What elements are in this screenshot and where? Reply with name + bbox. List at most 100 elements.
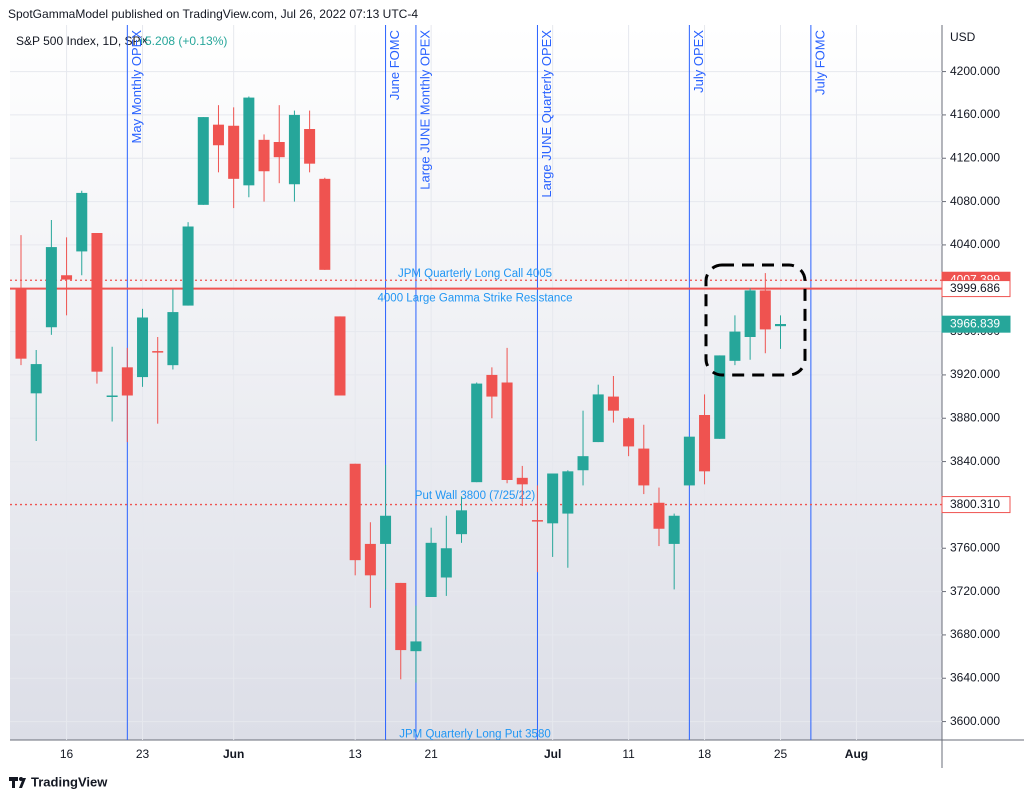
event-label: July FOMC [812, 30, 827, 95]
candle-body [106, 395, 118, 397]
candle-body [562, 471, 574, 514]
candle-body [607, 396, 619, 411]
event-label: May Monthly OPEX [129, 30, 144, 144]
y-tick-label: 4120.000 [950, 150, 1000, 164]
publisher-line: SpotGammaModel published on TradingView.… [8, 7, 418, 21]
candle-body [501, 382, 513, 480]
candle-body [137, 317, 149, 378]
y-tick-label: 4040.000 [950, 237, 1000, 251]
currency-label: USD [950, 30, 976, 44]
x-tick-label: Jun [223, 747, 244, 761]
candle-body [152, 351, 164, 353]
candle-body [456, 510, 468, 535]
candle-body [729, 331, 741, 361]
level-annotation: JPM Quarterly Long Put 3580 [399, 728, 551, 740]
x-tick-label: 11 [622, 747, 635, 761]
plot-background [10, 25, 942, 740]
candle-body [167, 312, 179, 366]
candle-body [304, 129, 316, 164]
price-box [941, 496, 1011, 514]
x-tick-label: 16 [60, 747, 74, 761]
candle-body [410, 641, 422, 652]
x-tick-label: 25 [774, 747, 788, 761]
candle-body [395, 582, 407, 651]
candle-body [638, 448, 650, 486]
price-box [941, 315, 1011, 333]
y-tick-label: 3920.000 [950, 367, 1000, 381]
candle-body [744, 290, 756, 337]
y-tick-label: 3640.000 [950, 670, 1000, 684]
y-tick-label: 3840.000 [950, 454, 1000, 468]
event-label: July OPEX [691, 30, 706, 93]
price-box-label: 3966.839 [950, 316, 1000, 330]
y-tick-label: 3680.000 [950, 627, 1000, 641]
price-box-label: 3800.310 [950, 497, 1000, 511]
candle-body [668, 515, 680, 544]
candle-body [197, 117, 209, 205]
candle-body [288, 114, 300, 185]
candle-body [425, 542, 437, 597]
candle-body [243, 97, 255, 186]
x-tick-label: 18 [698, 747, 712, 761]
candle-body [486, 374, 498, 397]
footer-brand: TradingView [31, 774, 108, 789]
x-tick-label: 21 [424, 747, 438, 761]
candle-body [15, 289, 27, 359]
candle-body [653, 502, 665, 529]
candle-body [319, 178, 331, 270]
event-label: Large JUNE Quarterly OPEX [539, 30, 554, 198]
price-change: +5.208 (+0.13%) [138, 34, 227, 48]
x-tick-label: 13 [349, 747, 363, 761]
level-annotation: 4000 Large Gamma Strike Resistance [378, 292, 573, 304]
candle-body [577, 456, 589, 471]
x-tick-label: 23 [136, 747, 150, 761]
candle-body [258, 139, 270, 172]
candle-body [531, 520, 543, 522]
candle-body [623, 418, 635, 447]
candle-body [683, 436, 695, 486]
y-tick-label: 3720.000 [950, 584, 1000, 598]
event-label: Large JUNE Monthly OPEX [417, 30, 432, 190]
candle-body [699, 415, 711, 472]
y-tick-label: 4200.000 [950, 64, 1000, 78]
y-tick-label: 4160.000 [950, 107, 1000, 121]
candle-body [592, 394, 604, 443]
candle-body [471, 383, 483, 483]
candle-body [334, 316, 346, 396]
candle-body [121, 367, 133, 396]
candle-body [273, 142, 285, 158]
candle-body [547, 473, 559, 524]
candle-body [212, 124, 224, 146]
level-annotation: JPM Quarterly Long Call 4005 [398, 268, 552, 280]
candle-body [516, 477, 528, 485]
candle-body [76, 192, 88, 252]
x-tick-label: Aug [845, 747, 868, 761]
y-tick-label: 3880.000 [950, 410, 1000, 424]
candle-body [30, 364, 42, 394]
candle-body [91, 233, 103, 372]
y-tick-label: 3600.000 [950, 714, 1000, 728]
candle-body [759, 290, 771, 330]
candle-body [228, 125, 240, 179]
y-tick-label: 3760.000 [950, 540, 1000, 554]
level-annotation: Put Wall 3800 (7/25/22) [415, 490, 536, 502]
y-tick-label: 4080.000 [950, 194, 1000, 208]
candle-body [45, 247, 57, 328]
highlight-box [704, 263, 807, 377]
candle-body [364, 543, 376, 576]
event-label: June FOMC [387, 30, 402, 100]
candle-body [440, 548, 452, 578]
candle-body [380, 515, 392, 544]
symbol-title: S&P 500 Index, 1D, SPX [16, 34, 149, 48]
price-box [941, 280, 1011, 298]
candle-body [714, 355, 726, 439]
candle-body [182, 226, 194, 306]
footer-logo [9, 777, 26, 788]
candle-body [61, 275, 73, 280]
candle-body [775, 324, 786, 327]
candle-body [349, 463, 361, 561]
price-box-label: 3999.686 [950, 281, 1000, 295]
x-tick-label: Jul [544, 747, 561, 761]
